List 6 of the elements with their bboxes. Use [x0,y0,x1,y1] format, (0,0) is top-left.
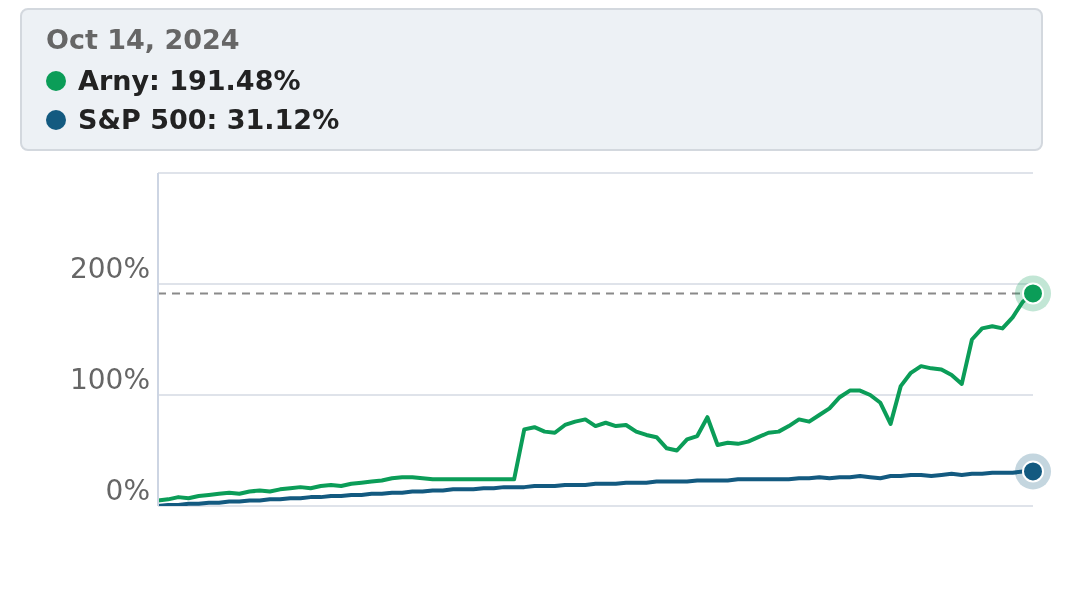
legend-label: S&P 500: 31.12% [78,104,340,135]
y-tick-label: 0% [105,473,150,507]
chart-title: Oct 14, 2024 [46,24,241,55]
y-tick-label: 100% [69,362,150,396]
legend-label: Arny: 191.48% [78,65,301,96]
y-tick-label: 200% [69,251,150,285]
